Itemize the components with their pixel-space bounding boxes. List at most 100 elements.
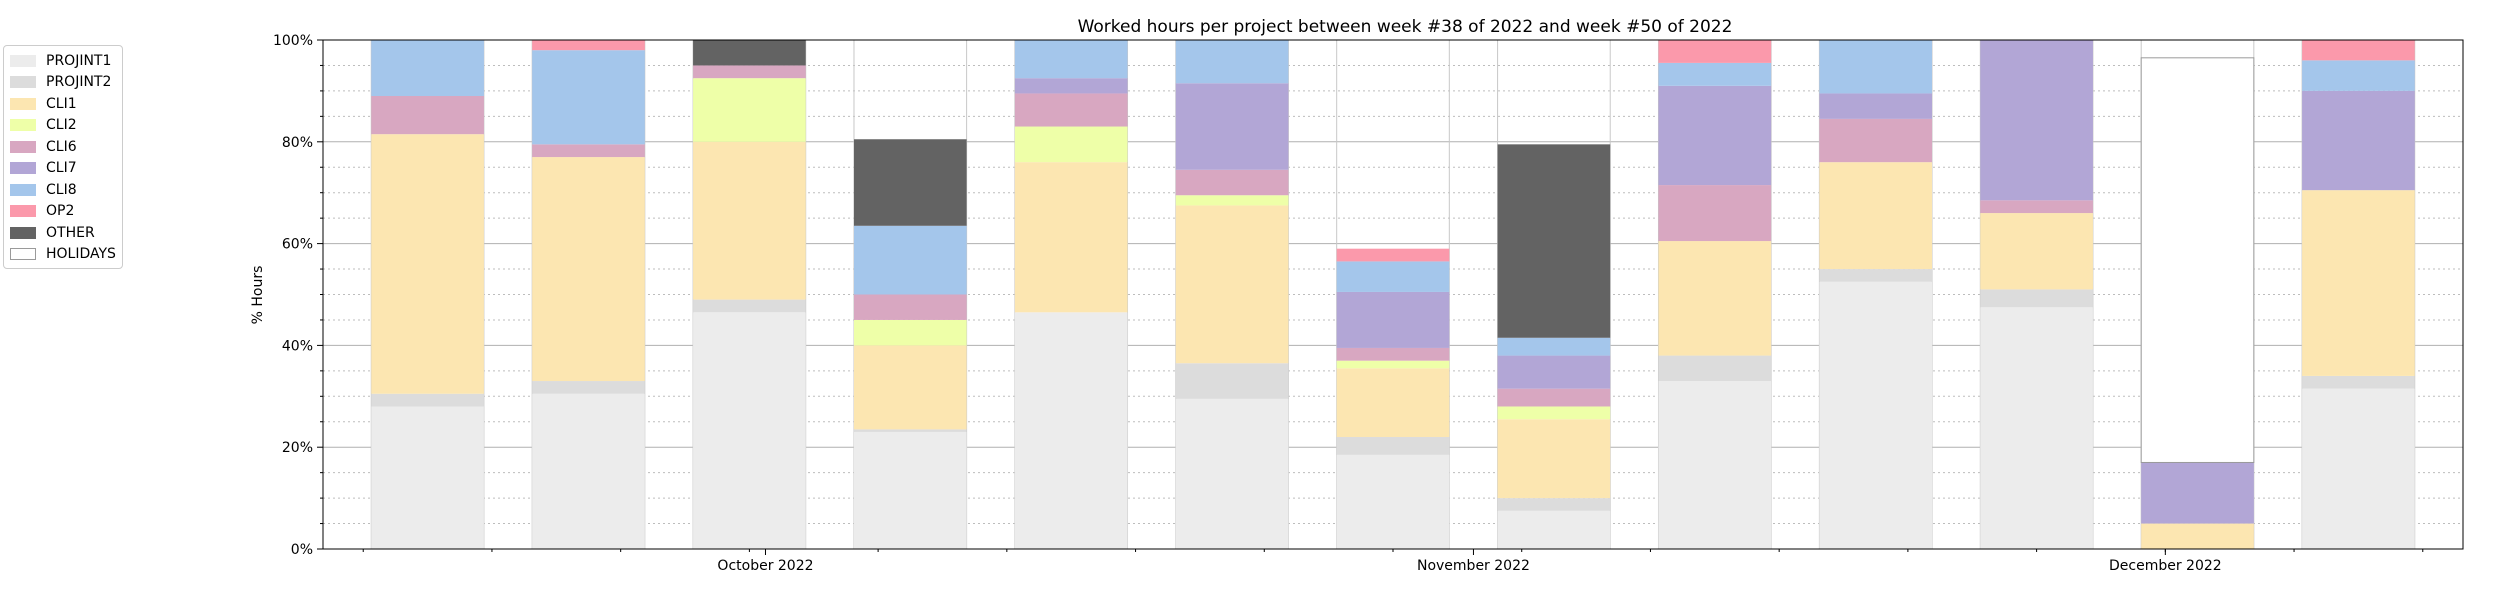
bar-segment-projint2 [1819, 269, 1933, 282]
bar-segment-cli7 [1175, 83, 1289, 170]
legend-swatch [10, 119, 36, 132]
bar-segment-projint2 [1658, 355, 1772, 382]
legend-label: CLI1 [46, 95, 77, 112]
legend-item-projint2: PROJINT2 [4, 72, 122, 94]
legend-swatch [10, 54, 36, 67]
legend-item-cli2: CLI2 [4, 115, 122, 137]
y-tick-label: 100% [273, 33, 313, 49]
bar-segment-cli1 [1980, 213, 2093, 290]
chart-title: Worked hours per project between week #3… [1078, 17, 1733, 37]
legend-label: CLI7 [46, 160, 77, 177]
legend-label: CLI2 [46, 117, 77, 134]
bar-segment-projint2 [693, 299, 806, 313]
bar-segment-projint1 [1175, 398, 1289, 549]
bar-segment-cli8 [1497, 337, 1611, 356]
bar-segment-cli1 [1819, 162, 1933, 270]
bar-segment-cli6 [1336, 347, 1450, 361]
bar-segment-cli8 [1014, 40, 1128, 79]
bar-segment-cli6 [1658, 185, 1772, 242]
legend-label: PROJINT2 [46, 74, 112, 91]
bar-segment-cli7 [1336, 291, 1450, 348]
bar-segment-cli1 [532, 157, 645, 382]
legend-item-cli1: CLI1 [4, 93, 122, 115]
bar-segment-cli8 [532, 50, 645, 145]
bar-segment-cli1 [371, 134, 484, 394]
bar-segment-cli7 [1014, 78, 1128, 94]
bar-segment-cli8 [1658, 62, 1772, 86]
legend-swatch [10, 97, 36, 110]
legend-swatch [10, 226, 36, 239]
bar-segment-cli1 [2141, 523, 2254, 549]
legend-label: HOLIDAYS [46, 246, 116, 263]
bar-segment-cli7 [1497, 355, 1611, 389]
bar-segment-projint1 [1336, 454, 1450, 549]
bar-segment-projint1 [1980, 307, 2093, 549]
bar-segment-cli7 [1658, 85, 1772, 186]
bar-segment-cli6 [532, 144, 645, 158]
legend-item-holidays: HOLIDAYS [4, 244, 122, 266]
bar-segment-projint2 [532, 381, 645, 394]
bar-segment-cli6 [853, 294, 967, 320]
x-tick-label: October 2022 [717, 558, 813, 574]
bar-segment-other [853, 139, 967, 226]
bar-segment-cli1 [693, 141, 806, 300]
bar-segment-cli1 [1658, 241, 1772, 356]
legend-swatch [10, 76, 36, 89]
bar-segment-cli6 [1014, 93, 1128, 127]
legend-label: CLI8 [46, 181, 77, 198]
bar-segment-projint1 [1497, 510, 1611, 549]
bar-segment-projint1 [1819, 281, 1933, 549]
bar-segment-projint2 [853, 429, 967, 432]
bar-segment-projint1 [532, 393, 645, 549]
bar-segment-projint2 [1980, 289, 2093, 308]
bar-segment-cli8 [853, 225, 967, 295]
bar-segment-cli2 [1014, 126, 1128, 163]
y-tick-label: 0% [291, 542, 313, 558]
legend-item-cli6: CLI6 [4, 136, 122, 158]
legend-swatch [10, 183, 36, 196]
bar-segment-cli7 [1980, 40, 2093, 201]
bar-segment-projint1 [1014, 312, 1128, 549]
bar-segment-projint2 [371, 393, 484, 407]
bar-segment-cli6 [1175, 169, 1289, 196]
bar-segment-projint2 [1175, 363, 1289, 399]
bar-segment-cli6 [693, 65, 806, 79]
y-tick-label: 20% [282, 440, 313, 456]
bar-segment-projint1 [1658, 381, 1772, 549]
bar-segment-cli7 [1819, 93, 1933, 119]
bars [371, 40, 2415, 549]
legend-item-cli7: CLI7 [4, 158, 122, 180]
bar-segment-cli1 [2302, 190, 2415, 376]
bar-segment-cli6 [1819, 118, 1933, 163]
bar-segment-cli2 [853, 319, 967, 346]
bar-segment-projint2 [1497, 498, 1611, 511]
legend-label: OP2 [46, 203, 75, 220]
legend-item-op2: OP2 [4, 201, 122, 223]
bar-segment-cli2 [693, 78, 806, 142]
y-tick-label: 80% [282, 135, 313, 151]
bar-segment-holidays [2140, 57, 2255, 463]
bar-segment-cli7 [2141, 462, 2254, 524]
bar-segment-cli6 [1497, 388, 1611, 407]
bar-segment-cli6 [1980, 200, 2093, 214]
bar-segment-cli8 [1175, 40, 1289, 84]
bar-segment-projint1 [371, 406, 484, 549]
axes: 0% 20% 40% 60% 80% 100% October 2022 November 2… [273, 33, 2464, 574]
x-tick-label: December 2022 [2109, 558, 2222, 574]
bar-segment-other [693, 40, 806, 66]
y-tick-label: 60% [282, 237, 313, 253]
bar-segment-cli1 [1497, 419, 1611, 499]
bar-segment-other [1497, 144, 1611, 338]
bar-segment-projint1 [693, 312, 806, 549]
bar-segment-cli1 [1014, 162, 1128, 313]
legend-swatch [10, 205, 36, 218]
bar-segment-cli1 [853, 345, 967, 430]
bar-segment-cli1 [1175, 205, 1289, 364]
legend-item-projint1: PROJINT1 [4, 50, 122, 72]
bar-segment-op2 [2302, 40, 2415, 61]
bar-segment-projint2 [2302, 375, 2415, 389]
legend-label: PROJINT1 [46, 52, 112, 69]
y-tick-label: 40% [282, 338, 313, 354]
x-tick-label: November 2022 [1417, 558, 1530, 574]
